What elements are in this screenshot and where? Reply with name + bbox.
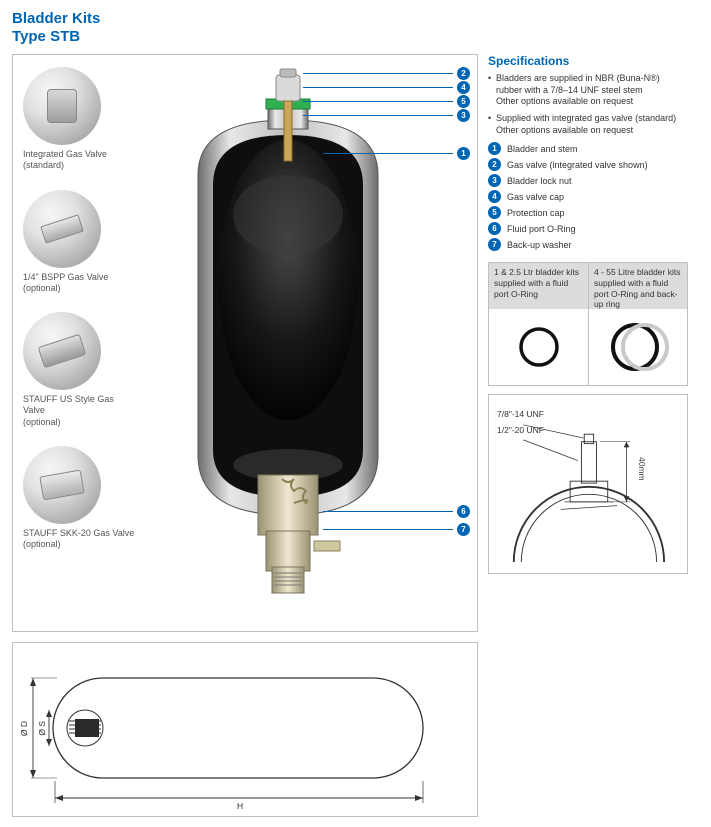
stem-dimension-panel: 7/8"-14 UNF 1/2"-20 UNF 40mm — [488, 394, 688, 574]
thumb-label: STAUFF SKK-20 Gas Valve (optional) — [23, 528, 138, 551]
page-title-1: Bladder Kits — [12, 10, 699, 28]
callout-4: 4 — [457, 81, 470, 94]
spec-bullet: Supplied with integrated gas valve (stan… — [488, 113, 688, 136]
dim-S: Ø S — [37, 721, 47, 736]
thumb-label: Integrated Gas Valve (standard) — [23, 149, 138, 172]
valve-thumb-integrated: Integrated Gas Valve (standard) — [23, 67, 141, 172]
callout-7: 7 — [457, 523, 470, 536]
oring-comparison-box: 1 & 2.5 Ltr bladder kits supplied with a… — [488, 262, 688, 386]
callout-5: 5 — [457, 95, 470, 108]
dim-D: Ø D — [19, 721, 29, 736]
valve-thumb-skk20: STAUFF SKK-20 Gas Valve (optional) — [23, 446, 141, 551]
bladder-dimension-panel: H Ø D Ø S — [12, 642, 478, 817]
valve-thumb-us-style: STAUFF US Style Gas Valve (optional) — [23, 312, 141, 428]
oring-large — [595, 319, 681, 375]
valve-thumb-bspp: 1/4" BSPP Gas Valve (optional) — [23, 190, 141, 295]
callout-1: 1 — [457, 147, 470, 160]
dim-H: H — [237, 801, 243, 811]
thread-label-1: 7/8"-14 UNF — [497, 409, 544, 419]
length-label: 40mm — [637, 457, 647, 481]
thumb-label: STAUFF US Style Gas Valve (optional) — [23, 394, 138, 428]
callout-2: 2 — [457, 67, 470, 80]
callout-3: 3 — [457, 109, 470, 122]
thread-label-2: 1/2"-20 UNF — [497, 425, 544, 435]
callout-6: 6 — [457, 505, 470, 518]
main-cutaway-panel: Integrated Gas Valve (standard) 1/4" BSP… — [12, 54, 478, 632]
ring-head-1: 1 & 2.5 Ltr bladder kits supplied with a… — [489, 263, 588, 309]
parts-list: 1Bladder and stem 2Gas valve (integrated… — [488, 142, 688, 251]
ring-head-2: 4 - 55 Litre bladder kits supplied with … — [589, 263, 687, 309]
thumb-label: 1/4" BSPP Gas Valve (optional) — [23, 272, 138, 295]
specifications-block: Specifications Bladders are supplied in … — [488, 54, 688, 254]
specs-heading: Specifications — [488, 54, 688, 68]
spec-bullet: Bladders are supplied in NBR (Buna-N®) r… — [488, 73, 688, 108]
oring-small — [495, 319, 582, 375]
page-title-2: Type STB — [12, 28, 699, 46]
